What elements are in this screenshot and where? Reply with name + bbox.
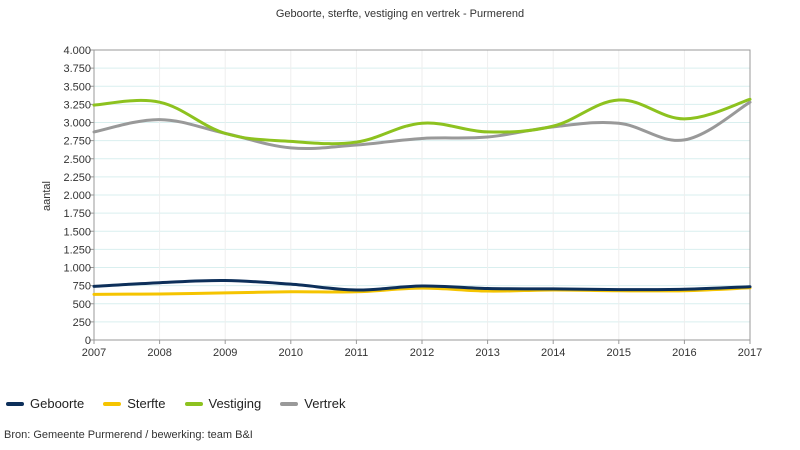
legend-swatch [6,401,24,406]
axes: 0 250 500 750 1.000 1.250 1.500 1.750 2.000 2.250… [63,45,762,359]
line-chart: Geboorte, sterfte, vestiging en vertrek … [41,8,762,359]
legend-item-vestiging[interactable]: Vestiging [184,396,262,411]
x-tick-label: 2013 [475,347,499,359]
source-note: Bron: Gemeente Purmerend / bewerking: te… [4,429,253,441]
y-tick-label: 2.500 [63,154,91,166]
y-tick-label: 3.000 [63,118,91,130]
y-tick-label: 750 [73,281,91,293]
x-tick-label: 2009 [213,347,237,359]
series-lines [92,97,752,296]
y-axis-title: aantal [41,181,53,211]
y-tick-label: 2.750 [63,136,91,148]
x-tick-label: 2017 [738,347,762,359]
y-tick-label: 250 [73,317,91,329]
y-tick-label: 3.750 [63,63,91,75]
x-tick-label: 2012 [410,347,434,359]
x-tick-label: 2010 [279,347,303,359]
legend-swatch [184,401,203,406]
legend-swatch [280,401,299,406]
legend-label: Vestiging [208,396,262,411]
chart-title: Geboorte, sterfte, vestiging en vertrek … [276,8,524,20]
series-line-vertrek [92,100,752,151]
x-tick-label: 2011 [345,347,369,359]
legend-label: Sterfte [127,396,166,411]
y-tick-label: 2.250 [63,172,91,184]
x-tick-label: 2007 [82,347,106,359]
x-tick-label: 2008 [147,347,171,359]
x-tick-label: 2014 [541,347,565,359]
legend-item-vertrek[interactable]: Vertrek [280,396,345,411]
series-line-geboorte [92,279,752,292]
y-tick-label: 2.000 [63,190,91,202]
y-tick-label: 3.250 [63,99,91,111]
y-tick-label: 4.000 [63,45,91,57]
legend-label: Vertrek [304,396,346,411]
y-tick-label: 0 [85,335,91,347]
y-tick-label: 500 [73,299,91,311]
legend-swatch [103,401,122,406]
legend-item-sterfte[interactable]: Sterfte [103,396,166,411]
y-tick-label: 1.250 [63,244,91,256]
legend: Geboorte Sterfte Vestiging Vertrek [6,396,364,411]
x-tick-label: 2016 [672,347,696,359]
y-tick-label: 3.500 [63,81,91,93]
plot-border [93,49,751,341]
series-line-vestiging [92,97,752,146]
y-tick-label: 1.000 [63,263,91,275]
gridlines [94,49,750,340]
legend-label: Geboorte [30,396,85,411]
y-tick-label: 1.500 [63,226,91,238]
x-tick-label: 2015 [607,347,631,359]
y-tick-label: 1.750 [63,208,91,220]
legend-item-geboorte[interactable]: Geboorte [6,396,84,411]
